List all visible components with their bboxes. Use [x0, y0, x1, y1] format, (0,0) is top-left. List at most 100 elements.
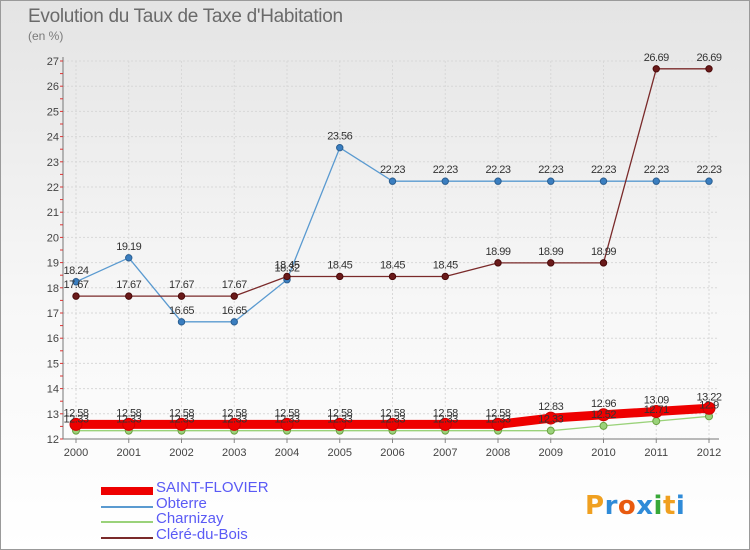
logo-letter: t — [662, 491, 676, 521]
logo-letter: P — [585, 491, 605, 521]
x-tick-label: 2012 — [697, 447, 721, 459]
data-label: 12.52 — [591, 409, 616, 421]
data-label: 18.99 — [538, 246, 563, 258]
data-point — [652, 177, 660, 185]
data-label: 17.67 — [63, 279, 88, 291]
data-label: 18.45 — [380, 259, 405, 271]
data-point — [175, 417, 188, 431]
data-point — [494, 177, 502, 185]
data-point — [69, 417, 83, 431]
data-point — [597, 408, 610, 422]
y-tick-label: 16 — [47, 333, 59, 345]
data-label: 22.23 — [485, 164, 510, 176]
data-point — [441, 272, 449, 281]
data-label: 16.65 — [169, 305, 194, 317]
y-tick-label: 15 — [47, 358, 59, 370]
data-label: 13.22 — [696, 391, 721, 403]
y-tick-label: 13 — [47, 409, 59, 421]
y-axis-unit: (en %) — [28, 29, 64, 43]
legend-swatch — [101, 506, 153, 508]
data-labels: 12.58 12.58 12.58 12.58 12.58 12.58 12.58 12.58… — [63, 52, 722, 426]
data-point — [336, 272, 344, 281]
data-label: 12.71 — [644, 404, 669, 416]
x-tick-label: 2004 — [275, 447, 299, 459]
data-label: 22.23 — [380, 164, 405, 176]
logo-letter: o — [617, 491, 637, 521]
data-point — [599, 421, 608, 430]
grid — [63, 60, 719, 440]
data-label: 12.96 — [591, 398, 616, 410]
data-point — [652, 417, 661, 426]
data-point — [649, 405, 663, 419]
legend-label: Charnizay — [156, 510, 224, 527]
x-tick-label: 2000 — [64, 447, 88, 459]
data-label: 13.09 — [644, 395, 669, 407]
y-tick-label: 14 — [47, 384, 59, 396]
data-label: 12.33 — [538, 414, 563, 426]
data-label: 12.33 — [380, 414, 405, 426]
data-point — [491, 417, 505, 431]
data-point — [283, 272, 291, 281]
data-label: 17.67 — [169, 279, 194, 291]
data-label: 18.99 — [591, 246, 616, 258]
data-label: 12.33 — [274, 414, 299, 426]
legend-swatch — [101, 521, 153, 523]
data-point — [227, 417, 241, 431]
data-label: 18.45 — [274, 259, 299, 271]
data-point — [177, 292, 186, 300]
x-tick-label: 2009 — [539, 447, 563, 459]
data-point — [599, 177, 608, 185]
logo-letter: r — [604, 491, 618, 521]
data-point — [599, 259, 608, 267]
data-point — [441, 177, 449, 185]
data-point — [547, 259, 555, 267]
data-label: 23.56 — [327, 131, 352, 143]
data-point — [280, 417, 294, 431]
x-tick-label: 2002 — [169, 447, 193, 459]
data-label: 12.33 — [169, 414, 194, 426]
data-label: 22.23 — [591, 164, 616, 176]
data-point — [230, 318, 238, 326]
data-label: 12.33 — [63, 414, 88, 426]
y-tick-label: 26 — [47, 81, 59, 93]
x-tick-label: 2008 — [486, 447, 510, 459]
data-label: 12.58 — [433, 407, 458, 419]
data-point — [122, 417, 136, 431]
y-tick-label: 18 — [47, 283, 59, 295]
data-point — [336, 143, 344, 152]
y-tick-label: 12 — [47, 434, 59, 446]
data-point — [177, 318, 186, 326]
data-label: 12.33 — [433, 414, 458, 426]
data-label: 17.67 — [222, 279, 247, 291]
data-point — [72, 292, 80, 300]
x-tick-label: 2007 — [433, 447, 457, 459]
data-label: 26.69 — [644, 52, 669, 64]
data-point — [546, 426, 555, 435]
data-point — [125, 292, 133, 300]
proxiti-logo: Proxiti — [585, 491, 685, 521]
y-tick-label: 19 — [47, 258, 59, 270]
y-tick-label: 17 — [47, 308, 59, 320]
data-label: 18.32 — [274, 263, 299, 275]
data-point — [438, 417, 452, 431]
data-point — [544, 411, 558, 425]
data-label: 22.23 — [644, 164, 669, 176]
data-point — [547, 177, 555, 185]
legend-label: Obterre — [156, 495, 207, 512]
y-tick-label: 20 — [47, 232, 59, 244]
data-label: 22.23 — [538, 164, 563, 176]
data-label: 12.9 — [699, 399, 719, 411]
data-point — [652, 65, 660, 73]
data-label: 12.58 — [63, 407, 88, 419]
data-label: 18.45 — [433, 259, 458, 271]
data-point — [705, 65, 713, 73]
data-label: 18.99 — [485, 246, 510, 258]
data-point — [386, 417, 399, 431]
y-tick-labels: 12 13 14 15 16 17 18 19 20 21 22 23 24 25 26 27 — [47, 56, 59, 446]
data-label: 12.33 — [485, 414, 510, 426]
y-tick-label: 24 — [47, 132, 59, 144]
legend-label: Cléré-du-Bois — [156, 526, 248, 543]
y-tick-label: 27 — [47, 56, 59, 68]
data-label: 18.45 — [327, 259, 352, 271]
